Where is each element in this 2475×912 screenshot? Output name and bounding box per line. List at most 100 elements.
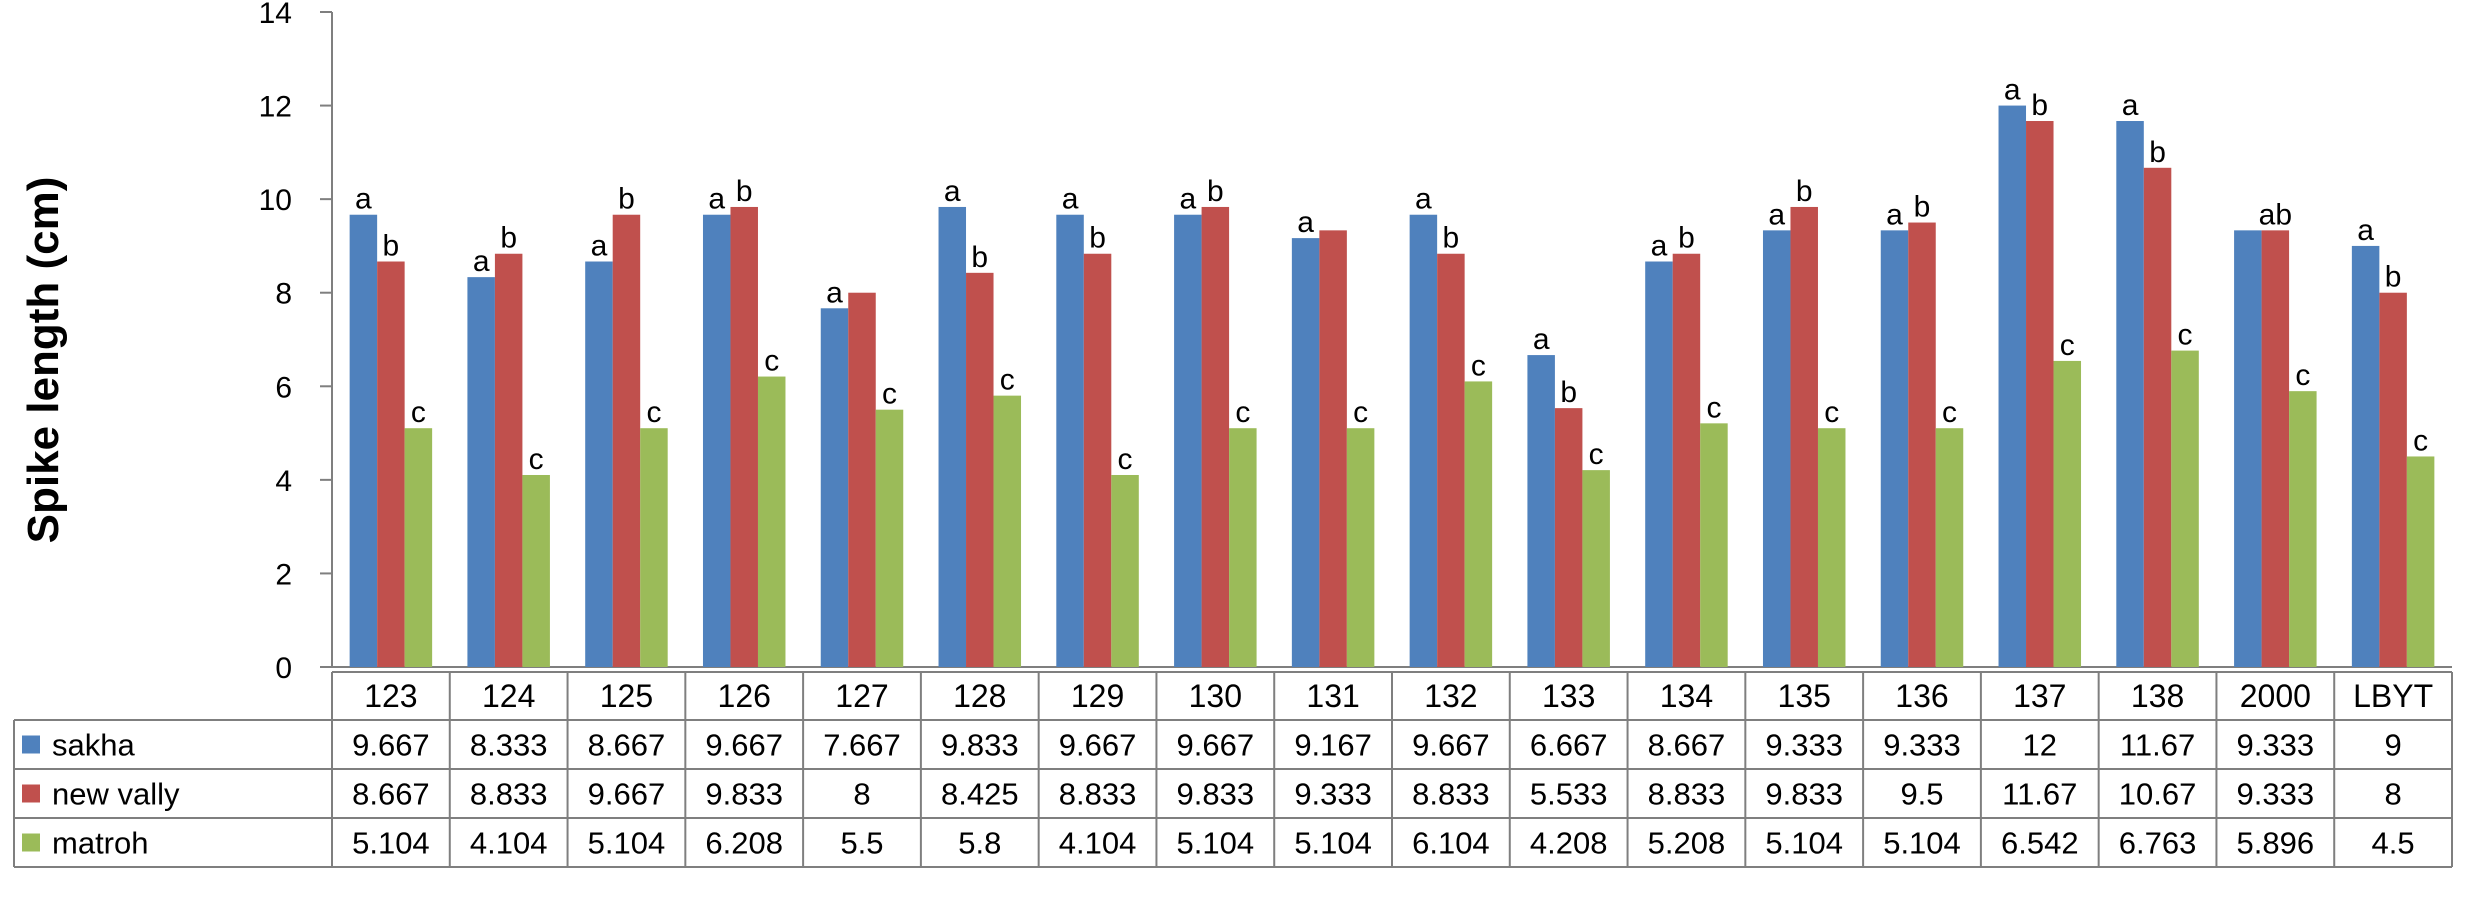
significance-letter: a xyxy=(944,175,961,208)
significance-letter: a xyxy=(591,230,608,263)
bar-sakha-138 xyxy=(2116,121,2144,667)
significance-letter: c xyxy=(1353,396,1368,429)
bar-new-vally-123 xyxy=(377,261,405,667)
category-label: 125 xyxy=(600,678,653,714)
significance-letter: b xyxy=(618,183,635,216)
significance-letter: a xyxy=(1179,183,1196,216)
significance-letter: b xyxy=(2149,136,2166,169)
bar-sakha-125 xyxy=(585,261,613,667)
table-cell-value: 9.667 xyxy=(352,728,430,763)
significance-letter: b xyxy=(2385,261,2402,294)
significance-letter: a xyxy=(1651,230,1668,263)
bar-sakha-135 xyxy=(1762,230,1791,667)
bar-new-vally-131 xyxy=(1319,230,1347,667)
table-cell-value: 9.667 xyxy=(588,777,666,812)
significance-letter: a xyxy=(2357,214,2374,247)
bar-matroh-LBYT xyxy=(2406,456,2435,667)
bar-matroh-129 xyxy=(1111,474,1139,667)
bar-sakha-132 xyxy=(1409,214,1438,667)
bar-matroh-123 xyxy=(404,428,433,667)
bar-matroh-127 xyxy=(875,409,904,667)
legend-swatch xyxy=(22,735,40,754)
legend-label: matroh xyxy=(52,826,148,861)
significance-letter: b xyxy=(1089,222,1106,255)
bar-sakha-128 xyxy=(938,206,967,668)
table-cell-value: 6.208 xyxy=(705,826,783,861)
significance-letter: c xyxy=(1589,438,1604,471)
table-cell-value: 5.104 xyxy=(1177,826,1255,861)
significance-letter: b xyxy=(500,222,517,255)
table-cell-value: 5.104 xyxy=(352,826,430,861)
bar-new-vally-125 xyxy=(612,214,641,667)
bar-sakha-136 xyxy=(1880,230,1909,667)
category-label: 128 xyxy=(953,678,1006,714)
bar-sakha-123 xyxy=(349,214,378,667)
legend-label: new vally xyxy=(52,777,180,812)
bar-new-vally-124 xyxy=(494,253,523,667)
table-cell-value: 11.67 xyxy=(2002,777,2077,812)
legend-label: sakha xyxy=(52,728,135,763)
bar-sakha-126 xyxy=(702,214,731,667)
table-cell-value: 5.104 xyxy=(1765,826,1843,861)
category-label: 127 xyxy=(835,678,888,714)
table-cell-value: 8.833 xyxy=(1412,777,1490,812)
table-cell-value: 9.667 xyxy=(1412,728,1490,763)
bar-sakha-LBYT xyxy=(2351,245,2380,667)
table-cell-value: 9.333 xyxy=(1294,777,1372,812)
significance-letter: a xyxy=(826,276,843,309)
table-cell-value: 8.667 xyxy=(1648,728,1726,763)
significance-letter: a xyxy=(1062,183,1079,216)
significance-letter: c xyxy=(882,378,897,411)
y-tick-label: 14 xyxy=(259,0,292,30)
bars xyxy=(349,105,2435,668)
table-cell-value: 8.425 xyxy=(941,777,1019,812)
significance-letter: c xyxy=(529,443,544,476)
table-cell-value: 10.67 xyxy=(2119,777,2197,812)
significance-letter: a xyxy=(473,245,490,278)
table-cell-value: 9.667 xyxy=(705,728,783,763)
bar-sakha-124 xyxy=(467,277,495,667)
table-cell-value: 5.5 xyxy=(840,826,883,861)
bar-sakha-137 xyxy=(1998,105,2027,668)
significance-letter: b xyxy=(1678,222,1695,255)
significance-letter: a xyxy=(2122,89,2139,122)
table-cell-value: 5.104 xyxy=(588,826,666,861)
significance-letter: b xyxy=(2031,89,2048,122)
bar-new-vally-130 xyxy=(1201,206,1230,668)
table-cell-value: 6.104 xyxy=(1412,826,1490,861)
significance-letter: a xyxy=(1886,198,1903,231)
significance-letter: a xyxy=(2004,74,2021,107)
bar-sakha-134 xyxy=(1645,261,1673,667)
table-cell-value: 9.333 xyxy=(2237,728,2315,763)
bar-sakha-2000 xyxy=(2234,230,2262,667)
table-cell-value: 8.833 xyxy=(1059,777,1137,812)
significance-letter: b xyxy=(383,230,400,263)
bar-matroh-128 xyxy=(993,395,1022,667)
table-cell-value: 8.833 xyxy=(1648,777,1726,812)
bar-matroh-132 xyxy=(1464,381,1493,667)
significance-letter: b xyxy=(971,241,988,274)
bar-new-vally-127 xyxy=(848,292,876,667)
table-cell-value: 9.833 xyxy=(1177,777,1255,812)
bar-matroh-137 xyxy=(2053,360,2082,667)
bar-matroh-2000 xyxy=(2289,391,2317,667)
significance-letter: b xyxy=(736,175,753,208)
table-cell-value: 5.8 xyxy=(958,826,1001,861)
significance-letter: ab xyxy=(2259,198,2292,231)
y-axis: 0 2 4 6 8 10 12 14 xyxy=(259,0,2452,685)
significance-letter: a xyxy=(1297,206,1314,239)
table-cell-value: 6.542 xyxy=(2001,826,2079,861)
bar-sakha-133 xyxy=(1527,355,1555,667)
significance-letter: c xyxy=(2178,319,2193,352)
category-label: 129 xyxy=(1071,678,1124,714)
data-table: 123 124 125 126 127 128 129 130 131 132 133 134 135 1… xyxy=(13,671,2453,868)
table-cell-value: 8.667 xyxy=(588,728,666,763)
bar-sakha-129 xyxy=(1056,214,1084,667)
bar-matroh-134 xyxy=(1700,423,1728,667)
table-cell-value: 5.896 xyxy=(2237,826,2315,861)
y-tick-label: 4 xyxy=(275,465,292,498)
bar-matroh-136 xyxy=(1935,428,1964,667)
y-tick-label: 0 xyxy=(275,652,292,685)
bar-sakha-127 xyxy=(820,308,849,667)
